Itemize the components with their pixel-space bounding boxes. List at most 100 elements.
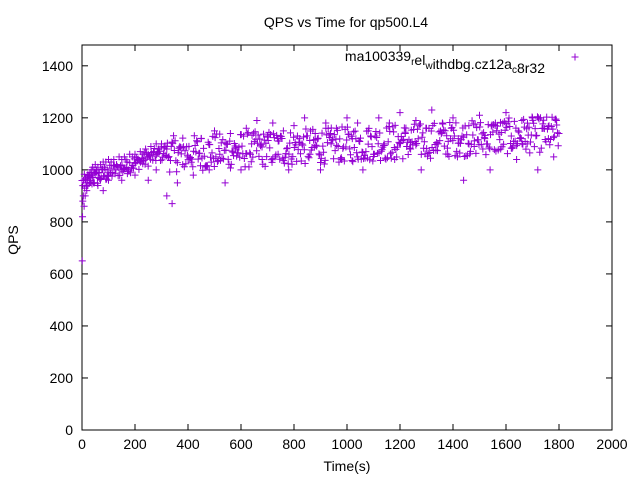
data-point — [515, 128, 523, 136]
data-point — [393, 143, 401, 151]
data-point — [166, 168, 174, 176]
data-point — [299, 141, 307, 149]
axis-ticks: 0 200 400 600 800 1000 1200 1400 1600 1800 2000 0 20… — [42, 45, 628, 452]
data-point — [471, 120, 479, 128]
y-tick-label: 200 — [50, 370, 74, 386]
data-point — [284, 160, 292, 168]
data-point — [266, 144, 274, 152]
data-point — [96, 174, 104, 182]
data-point — [197, 135, 205, 143]
data-point — [178, 144, 186, 152]
data-point — [390, 128, 398, 136]
data-point — [428, 144, 436, 152]
data-point — [338, 155, 346, 163]
data-point — [413, 140, 421, 148]
data-point — [233, 152, 241, 160]
data-point — [503, 123, 511, 131]
data-point — [176, 143, 184, 151]
data-point — [80, 202, 88, 210]
data-point — [263, 153, 271, 161]
data-point — [150, 148, 158, 156]
data-point — [540, 116, 548, 124]
data-point — [121, 164, 129, 172]
data-point — [517, 135, 525, 143]
data-point — [247, 158, 255, 166]
data-point — [485, 143, 493, 151]
data-point — [266, 131, 274, 139]
data-point — [441, 127, 449, 135]
data-point — [387, 150, 395, 158]
data-point — [380, 140, 388, 148]
data-point — [503, 150, 511, 158]
data-point — [440, 142, 448, 150]
data-point — [396, 109, 404, 117]
data-point — [508, 144, 516, 152]
data-point — [350, 143, 358, 151]
data-point — [297, 157, 305, 165]
data-point — [357, 134, 365, 142]
data-point — [370, 150, 377, 158]
data-point — [286, 139, 294, 147]
data-point — [536, 148, 544, 156]
data-point — [350, 128, 358, 136]
data-point — [116, 162, 124, 170]
data-point — [440, 126, 448, 134]
x-axis-label: Time(s) — [324, 458, 371, 474]
data-point — [539, 124, 547, 132]
data-point — [147, 142, 155, 150]
data-point — [428, 106, 436, 114]
data-point — [496, 136, 504, 144]
data-point — [367, 133, 375, 141]
data-point — [443, 132, 451, 140]
data-point — [444, 150, 452, 158]
data-point — [193, 138, 201, 146]
x-tick-label: 400 — [176, 436, 200, 452]
data-point — [339, 144, 347, 152]
data-point — [123, 158, 131, 166]
data-point — [283, 145, 291, 153]
data-point — [249, 153, 257, 161]
data-point — [302, 125, 310, 133]
data-point — [216, 150, 224, 158]
data-point — [482, 151, 490, 159]
data-point — [126, 169, 134, 177]
data-point — [315, 150, 323, 158]
data-point — [296, 150, 304, 158]
data-point — [320, 148, 328, 156]
x-tick-label: 1800 — [543, 436, 574, 452]
data-point — [211, 127, 218, 135]
data-point — [523, 140, 531, 148]
data-point — [309, 125, 317, 133]
data-point — [399, 155, 407, 163]
x-tick-label: 1200 — [384, 436, 415, 452]
data-point — [317, 166, 324, 174]
data-point — [79, 213, 87, 221]
data-point — [391, 155, 399, 163]
data-point — [163, 145, 171, 153]
data-point — [555, 129, 563, 137]
data-point — [377, 147, 385, 155]
data-point — [418, 133, 426, 141]
data-point — [443, 144, 451, 152]
data-point — [465, 122, 473, 130]
data-point — [360, 155, 368, 163]
x-tick-label: 0 — [78, 436, 86, 452]
data-point — [264, 137, 272, 145]
data-point — [279, 127, 287, 135]
data-point — [237, 166, 245, 174]
data-point — [366, 156, 374, 164]
data-point — [489, 128, 497, 136]
data-point — [188, 155, 196, 163]
data-point — [453, 147, 461, 155]
data-point — [318, 129, 326, 137]
x-tick-label: 800 — [282, 436, 306, 452]
data-point — [490, 121, 498, 129]
data-point — [550, 134, 558, 142]
legend: ma100339relwithdbg.cz12ac8r32 — [345, 48, 579, 76]
data-point — [432, 146, 440, 154]
data-point — [520, 115, 528, 123]
data-point — [376, 129, 384, 137]
data-point — [369, 157, 377, 165]
data-point — [550, 153, 558, 161]
data-point — [248, 140, 256, 148]
